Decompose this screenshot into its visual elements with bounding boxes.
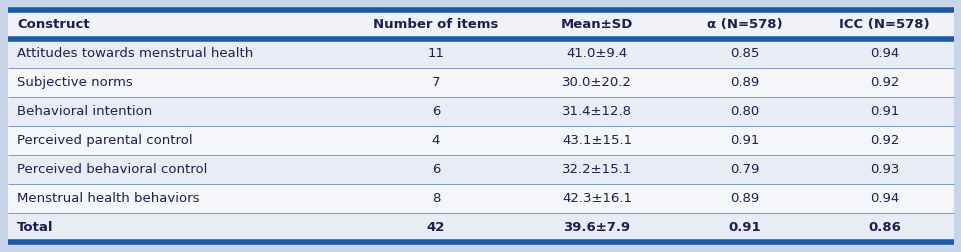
Bar (8, 155, 953, 184)
Bar (8, 39, 953, 68)
Text: 30.0±20.2: 30.0±20.2 (561, 76, 631, 89)
Text: Menstrual health behaviors: Menstrual health behaviors (17, 192, 200, 205)
Bar (8, 184, 953, 213)
Bar (8, 68, 953, 97)
Text: Total: Total (17, 221, 54, 234)
Text: ICC (N=578): ICC (N=578) (839, 18, 929, 31)
Text: 42.3±16.1: 42.3±16.1 (561, 192, 631, 205)
Text: 0.91: 0.91 (869, 105, 899, 118)
Text: 0.80: 0.80 (729, 105, 759, 118)
Text: 8: 8 (431, 192, 440, 205)
Bar (8, 10, 953, 39)
Text: 0.94: 0.94 (869, 192, 899, 205)
Text: 11: 11 (427, 47, 444, 60)
Text: 31.4±12.8: 31.4±12.8 (561, 105, 631, 118)
Bar (8, 97, 953, 126)
Bar (8, 126, 953, 155)
Text: 0.93: 0.93 (869, 163, 899, 176)
Text: 0.79: 0.79 (729, 163, 759, 176)
Text: Perceived parental control: Perceived parental control (17, 134, 193, 147)
Text: Subjective norms: Subjective norms (17, 76, 133, 89)
Text: Attitudes towards menstrual health: Attitudes towards menstrual health (17, 47, 254, 60)
Text: 41.0±9.4: 41.0±9.4 (566, 47, 627, 60)
Text: 6: 6 (431, 163, 440, 176)
Text: 0.91: 0.91 (729, 134, 759, 147)
Text: 0.92: 0.92 (869, 76, 899, 89)
Text: 43.1±15.1: 43.1±15.1 (561, 134, 631, 147)
Text: Behavioral intention: Behavioral intention (17, 105, 153, 118)
Text: 0.89: 0.89 (729, 192, 759, 205)
Text: 0.91: 0.91 (728, 221, 760, 234)
Text: α (N=578): α (N=578) (706, 18, 782, 31)
Text: Mean±SD: Mean±SD (560, 18, 632, 31)
Text: Perceived behavioral control: Perceived behavioral control (17, 163, 208, 176)
Text: Construct: Construct (17, 18, 89, 31)
Text: 42: 42 (427, 221, 445, 234)
Text: 0.92: 0.92 (869, 134, 899, 147)
Text: Number of items: Number of items (373, 18, 498, 31)
Text: 0.89: 0.89 (729, 76, 759, 89)
Text: 32.2±15.1: 32.2±15.1 (561, 163, 631, 176)
Text: 0.85: 0.85 (729, 47, 759, 60)
Text: 0.86: 0.86 (868, 221, 900, 234)
Text: 39.6±7.9: 39.6±7.9 (563, 221, 629, 234)
Text: 7: 7 (431, 76, 440, 89)
Text: 0.94: 0.94 (869, 47, 899, 60)
Bar (8, 213, 953, 242)
Text: 4: 4 (431, 134, 440, 147)
Text: 6: 6 (431, 105, 440, 118)
